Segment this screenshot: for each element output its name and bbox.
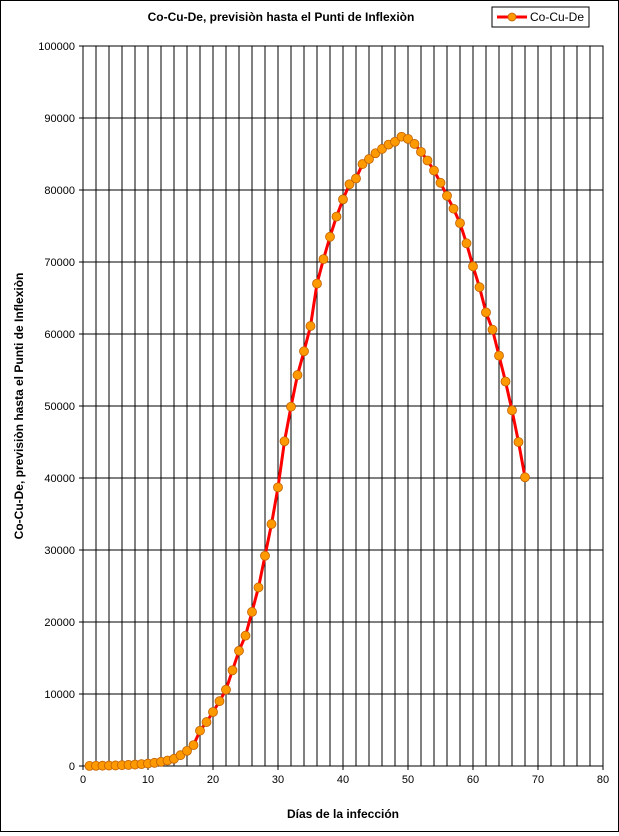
y-tick-label: 100000 (38, 41, 75, 53)
data-point (182, 745, 192, 756)
y-tick-label: 90000 (44, 113, 75, 125)
y-tick-label: 60000 (44, 329, 75, 341)
x-axis-label: Días de la infección (287, 807, 399, 821)
y-tick-label: 50000 (44, 401, 75, 413)
y-tick-label: 70000 (44, 257, 75, 269)
data-point (227, 665, 238, 676)
y-tick-label: 40000 (44, 473, 75, 485)
data-point (214, 696, 225, 707)
x-tick-label: 60 (467, 774, 479, 786)
data-point (253, 582, 264, 593)
data-point (240, 630, 251, 641)
data-point (409, 139, 420, 149)
data-point (312, 278, 322, 289)
data-point (455, 218, 465, 229)
data-point (468, 261, 478, 272)
data-point (500, 376, 511, 387)
data-point (273, 482, 283, 493)
y-tick-label: 30000 (44, 545, 75, 557)
series-layer (84, 131, 530, 771)
x-tick-label: 40 (337, 774, 349, 786)
data-point (286, 401, 296, 412)
data-point (364, 154, 374, 164)
data-point (234, 645, 244, 656)
tick-labels: 0 10 20 30 40 50 60 70 80 0 10000 20000 30000 40000 50… (38, 41, 609, 786)
data-point (422, 155, 433, 166)
data-point (266, 519, 277, 529)
data-point (520, 472, 530, 483)
y-tick-label: 10000 (44, 689, 75, 701)
data-point (344, 179, 355, 190)
data-point (260, 550, 270, 561)
data-point (442, 190, 452, 201)
x-tick-label: 70 (532, 774, 544, 786)
data-point (474, 282, 485, 293)
legend: Co-Cu-De (491, 6, 590, 28)
data-point (448, 203, 459, 214)
x-tick-label: 10 (142, 774, 154, 786)
legend-marker-sample (507, 12, 517, 22)
legend-box (491, 6, 590, 28)
data-point (351, 173, 361, 184)
x-tick-label: 50 (402, 774, 414, 786)
grid (82, 45, 604, 767)
data-point (188, 740, 199, 751)
data-point (461, 238, 472, 249)
data-point (331, 211, 342, 222)
data-point (507, 405, 517, 416)
x-tick-label: 30 (272, 774, 284, 786)
data-point (247, 607, 257, 617)
data-point (429, 165, 439, 176)
data-point (481, 307, 491, 318)
y-tick-label: 20000 (44, 617, 75, 629)
data-point (416, 146, 426, 157)
data-point (305, 321, 316, 331)
data-point (338, 194, 348, 205)
chart-title: Co-Cu-De, previsiòn hasta el Punti de In… (148, 10, 415, 24)
data-point (299, 346, 309, 357)
data-point (292, 370, 303, 380)
data-point (195, 725, 205, 736)
y-tick-label: 0 (69, 761, 75, 773)
data-point (357, 159, 368, 169)
data-point (208, 707, 218, 717)
data-point (487, 324, 498, 335)
data-point (403, 133, 413, 144)
data-point (390, 136, 400, 147)
data-point (494, 350, 504, 361)
data-point (325, 231, 335, 242)
data-point (201, 717, 212, 727)
data-point (318, 254, 329, 265)
legend-label: Co-Cu-De (530, 10, 584, 24)
data-point (221, 684, 231, 695)
x-tick-label: 20 (207, 774, 219, 786)
y-axis-label: Co-Cu-De, previsiòn hasta el Punti de In… (12, 273, 26, 540)
x-tick-label: 0 (80, 774, 86, 786)
data-point (513, 437, 524, 447)
data-point (279, 436, 290, 447)
y-tick-label: 80000 (44, 185, 75, 197)
x-tick-label: 80 (597, 774, 609, 786)
data-point (435, 177, 446, 188)
